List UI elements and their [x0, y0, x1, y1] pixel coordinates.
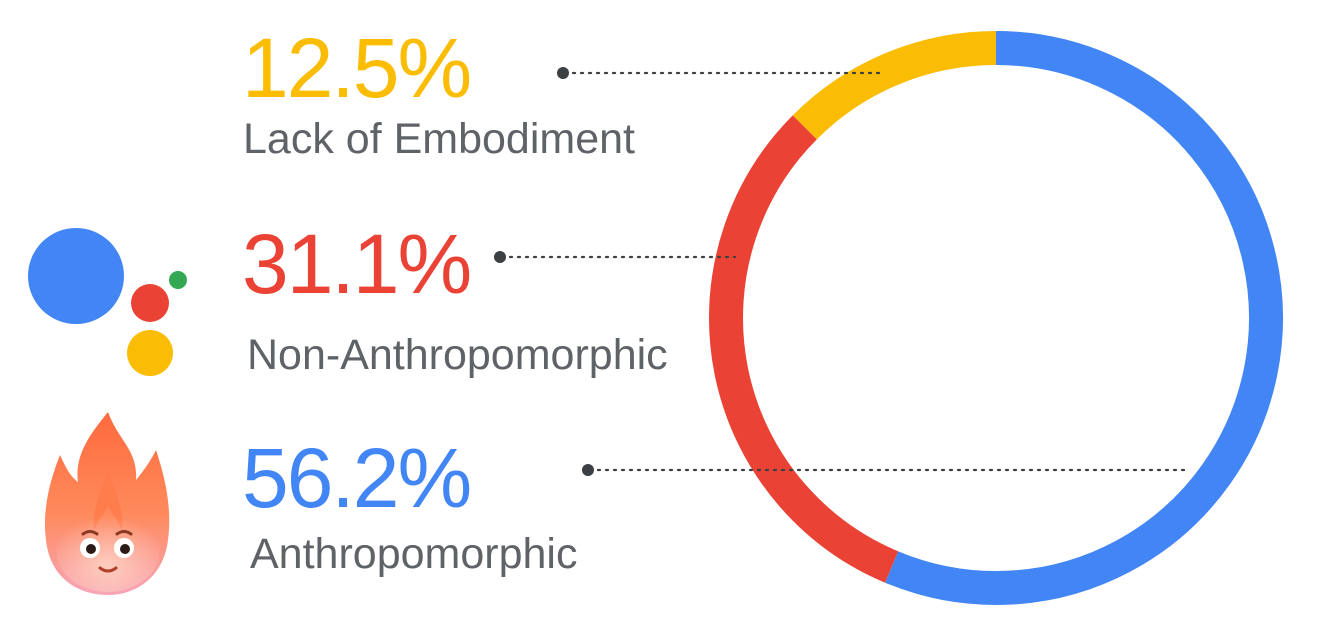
leader-dot-anthropomorphic: [582, 464, 594, 476]
donut-slice-lack-of-embodiment: [792, 31, 997, 140]
category-label-anthropomorphic: Anthropomorphic: [250, 530, 578, 578]
leader-dot-lack-of-embodiment: [557, 67, 569, 79]
donut-segments: [709, 31, 1283, 605]
leader-lines: [494, 67, 1187, 476]
category-label-non-anthropomorphic: Non-Anthropomorphic: [247, 331, 668, 379]
donut-slice-anthropomorphic: [885, 31, 1283, 605]
fire-character-avatar-icon: [38, 410, 178, 600]
leader-dot-non-anthropomorphic: [494, 251, 506, 263]
google-assistant-dots-icon: [20, 220, 195, 385]
value-label-lack-of-embodiment: 12.5%: [242, 21, 472, 115]
value-label-anthropomorphic: 56.2%: [242, 431, 472, 525]
donut-slice-non-anthropomorphic: [709, 115, 899, 583]
value-label-non-anthropomorphic: 31.1%: [242, 217, 472, 311]
category-label-lack-of-embodiment: Lack of Embodiment: [243, 115, 635, 163]
